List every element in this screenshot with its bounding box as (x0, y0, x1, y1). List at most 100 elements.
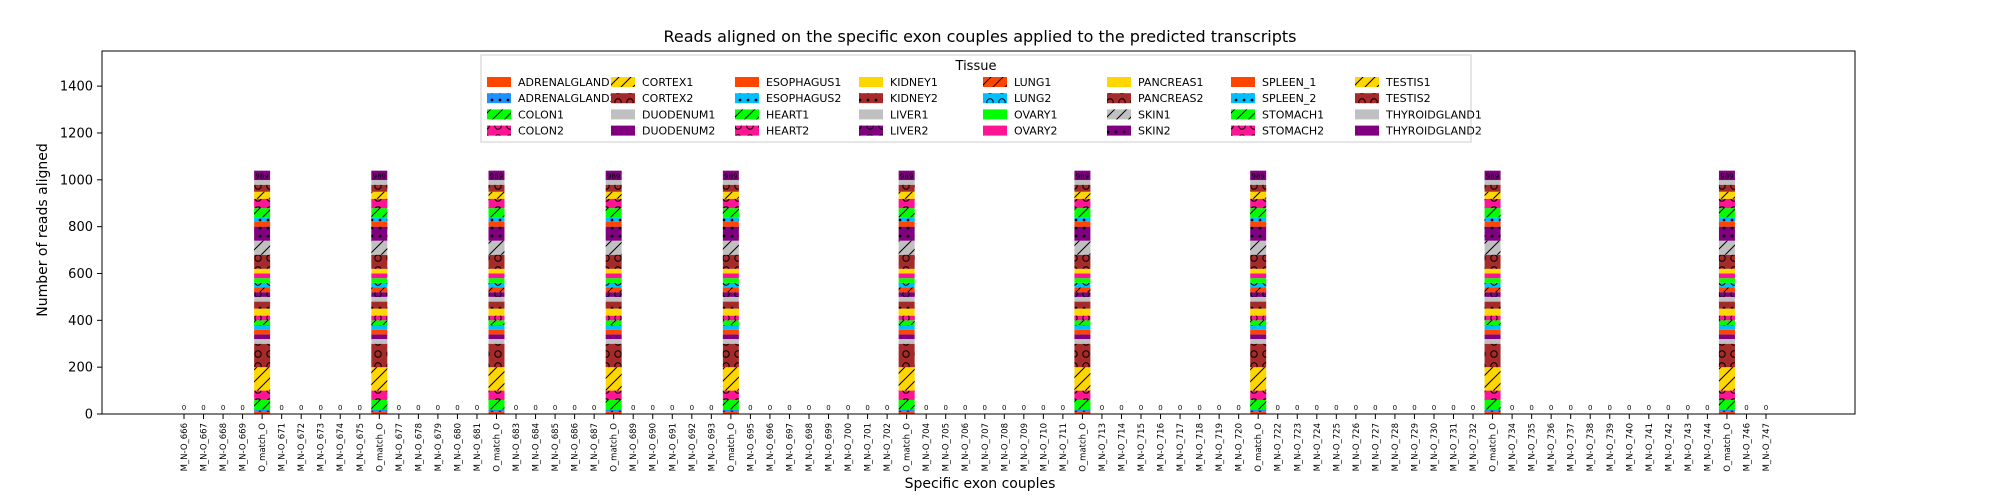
y-tick-label: 200 (68, 361, 93, 376)
bar-total-label: 0 (651, 404, 655, 412)
x-tick-label: M_N-O_734 (1508, 423, 1518, 471)
x-tick-label: M_N-O_737 (1567, 423, 1577, 471)
bar-segment-hatch (898, 254, 915, 269)
bar-segment-hatch (605, 217, 622, 222)
bar-segment (488, 296, 505, 302)
bar-segment (1718, 278, 1735, 283)
bar-total-label: 989 (255, 172, 268, 180)
bar-segment-hatch (371, 217, 388, 222)
bar-segment-hatch (1718, 226, 1735, 241)
bar-segment-hatch (1718, 198, 1735, 209)
bar-segment-hatch (1250, 409, 1267, 412)
bar-segment-hatch (1484, 343, 1501, 368)
bar-segment (722, 296, 739, 302)
bar-segment (722, 170, 739, 181)
bar-segment-hatch (605, 315, 622, 321)
legend-label: ESOPHAGUS2 (766, 92, 841, 105)
bar-segment-hatch (1484, 184, 1501, 192)
bar-total-label: 0 (670, 404, 674, 412)
bar-segment-hatch (1074, 287, 1091, 293)
x-tick-label: M_N-O_742 (1664, 423, 1674, 471)
bar-segment-hatch (371, 390, 388, 400)
legend-label: TESTIS2 (1385, 92, 1431, 105)
bar-segment-hatch (1718, 292, 1735, 297)
bar-segment-hatch (898, 367, 915, 391)
bar-segment (1718, 170, 1735, 181)
bar-segment (1250, 329, 1267, 335)
bar-segment-hatch (371, 399, 388, 410)
bar-segment (371, 273, 388, 279)
bar-total-label: 0 (592, 404, 596, 412)
bar-segment-hatch (1484, 191, 1501, 199)
bar-segment-hatch (1484, 287, 1501, 293)
legend-label: SKIN2 (1138, 125, 1171, 138)
bar-segment-hatch (371, 367, 388, 391)
bar-total-label: 0 (1705, 404, 1709, 412)
y-tick-label: 1400 (60, 80, 93, 95)
bar-segment (371, 411, 388, 414)
bar-segment-hatch (1074, 198, 1091, 209)
bar-segment (605, 334, 622, 340)
bar-segment-hatch (371, 292, 388, 297)
bar-segment (605, 268, 622, 274)
legend-swatch (611, 125, 635, 136)
bar-segment-hatch (1250, 208, 1267, 218)
bar-total-label: 0 (1354, 404, 1358, 412)
bar-total-label: 0 (748, 404, 752, 412)
x-tick-label: M_N-O_719 (1215, 423, 1225, 471)
y-axis-label: Number of reads aligned (35, 143, 51, 317)
bar-segment-hatch (722, 343, 739, 368)
bar-segment-hatch (898, 343, 915, 368)
x-tick-label: M_N-O_746 (1742, 423, 1752, 471)
bar-total-label: 0 (1295, 404, 1299, 412)
bar-segment-hatch (605, 301, 622, 309)
bar-segment-hatch (488, 367, 505, 391)
bar-segment (371, 278, 388, 283)
bar-segment-hatch (898, 198, 915, 209)
bar-segment (1484, 221, 1501, 227)
x-tick-label: M_N-O_738 (1586, 423, 1596, 471)
bar-segment-hatch (898, 325, 915, 330)
bar-segment-hatch (1484, 198, 1501, 209)
bar-total-label: 0 (455, 404, 459, 412)
bar-segment-hatch (1074, 254, 1091, 269)
bar-segment (1484, 339, 1501, 344)
bar-segment-hatch (371, 301, 388, 309)
bar-segment (1250, 180, 1267, 185)
bar-total-label: 0 (885, 404, 889, 412)
x-tick-label: M_N-O_739 (1606, 423, 1616, 471)
bar-segment-hatch (1074, 315, 1091, 321)
x-tick-label: M_N-O_695 (746, 423, 756, 471)
bar-segment (254, 296, 271, 302)
bar-segment-hatch (371, 282, 388, 288)
legend-swatch-hatch (487, 93, 511, 104)
legend-label: COLON1 (518, 108, 564, 121)
bar-total-label: 989 (1720, 172, 1733, 180)
legend-label: CORTEX1 (642, 76, 693, 89)
bar-segment-hatch (1250, 240, 1267, 255)
bar-segment-hatch (371, 184, 388, 192)
bar-total-label: 0 (358, 404, 362, 412)
x-tick-label: M_N-O_730 (1430, 423, 1440, 471)
bar-total-label: 0 (963, 404, 967, 412)
bar-segment (488, 334, 505, 340)
bar-segment-hatch (371, 409, 388, 412)
bar-segment-hatch (722, 409, 739, 412)
bar-total-label: 0 (1022, 404, 1026, 412)
bar-total-label: 989 (1076, 172, 1089, 180)
bar-segment (722, 180, 739, 185)
bar-segment-hatch (898, 240, 915, 255)
bar-segment-hatch (898, 217, 915, 222)
bar-segment (371, 268, 388, 274)
bar-total-label: 0 (1236, 404, 1240, 412)
x-tick-label: M_N-O_723 (1293, 423, 1303, 471)
x-tick-label: M_N-O_680 (453, 423, 463, 471)
bar-total-label: 0 (1647, 404, 1651, 412)
x-tick-label: M_N-O_705 (942, 423, 952, 471)
bar-segment (898, 273, 915, 279)
bar-segment-hatch (722, 287, 739, 293)
bar-segment-hatch (1484, 390, 1501, 400)
x-tick-label: M_N-O_717 (1176, 423, 1186, 471)
bar-segment (254, 411, 271, 414)
bar-segment-hatch (722, 208, 739, 218)
